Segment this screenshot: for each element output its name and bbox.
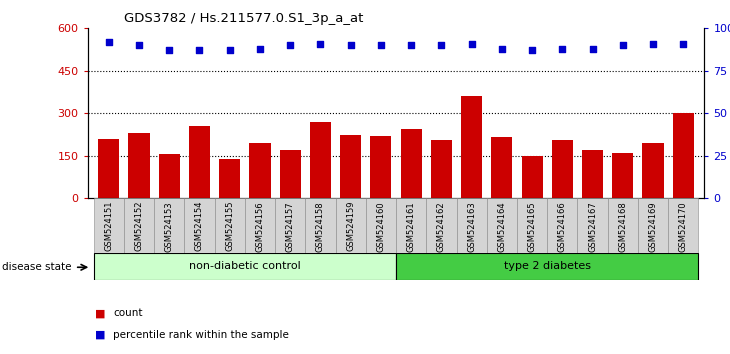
- FancyBboxPatch shape: [396, 253, 699, 280]
- Point: [648, 41, 659, 46]
- Bar: [310, 122, 331, 198]
- Point: [617, 42, 629, 48]
- FancyBboxPatch shape: [305, 198, 336, 253]
- Text: GSM524156: GSM524156: [255, 201, 264, 252]
- FancyBboxPatch shape: [185, 198, 215, 253]
- FancyBboxPatch shape: [245, 198, 275, 253]
- Text: GSM524153: GSM524153: [165, 201, 174, 252]
- Point: [164, 47, 175, 53]
- Text: GSM524157: GSM524157: [285, 201, 295, 252]
- FancyBboxPatch shape: [93, 198, 124, 253]
- Bar: [370, 136, 391, 198]
- Point: [405, 42, 417, 48]
- Text: ■: ■: [95, 308, 105, 318]
- Bar: [158, 154, 180, 198]
- Text: disease state: disease state: [2, 262, 72, 272]
- Point: [133, 42, 145, 48]
- FancyBboxPatch shape: [517, 198, 548, 253]
- Bar: [461, 96, 483, 198]
- Point: [254, 46, 266, 52]
- Point: [677, 41, 689, 46]
- Bar: [552, 140, 573, 198]
- FancyBboxPatch shape: [336, 198, 366, 253]
- Text: GSM524151: GSM524151: [104, 201, 113, 251]
- Text: GSM524152: GSM524152: [134, 201, 144, 251]
- FancyBboxPatch shape: [456, 198, 487, 253]
- Bar: [280, 150, 301, 198]
- FancyBboxPatch shape: [215, 198, 245, 253]
- Bar: [491, 137, 512, 198]
- Bar: [401, 129, 422, 198]
- Text: GSM524169: GSM524169: [648, 201, 658, 252]
- Point: [224, 47, 236, 53]
- Text: GDS3782 / Hs.211577.0.S1_3p_a_at: GDS3782 / Hs.211577.0.S1_3p_a_at: [124, 12, 364, 25]
- Text: GSM524159: GSM524159: [346, 201, 356, 251]
- Text: GSM524164: GSM524164: [497, 201, 507, 252]
- Bar: [128, 133, 150, 198]
- Bar: [673, 113, 694, 198]
- Text: non-diabetic control: non-diabetic control: [189, 261, 301, 272]
- FancyBboxPatch shape: [548, 198, 577, 253]
- FancyBboxPatch shape: [577, 198, 607, 253]
- FancyBboxPatch shape: [426, 198, 456, 253]
- Text: GSM524158: GSM524158: [316, 201, 325, 252]
- Text: GSM524160: GSM524160: [377, 201, 385, 252]
- Point: [556, 46, 568, 52]
- Text: GSM524163: GSM524163: [467, 201, 476, 252]
- FancyBboxPatch shape: [668, 198, 699, 253]
- Text: GSM524155: GSM524155: [226, 201, 234, 251]
- Text: count: count: [113, 308, 142, 318]
- Bar: [340, 135, 361, 198]
- FancyBboxPatch shape: [275, 198, 305, 253]
- Point: [103, 39, 115, 45]
- Bar: [219, 159, 240, 198]
- Bar: [189, 126, 210, 198]
- Point: [526, 47, 538, 53]
- FancyBboxPatch shape: [93, 253, 396, 280]
- FancyBboxPatch shape: [396, 198, 426, 253]
- Point: [466, 41, 477, 46]
- Bar: [642, 143, 664, 198]
- Text: GSM524154: GSM524154: [195, 201, 204, 251]
- Text: GSM524168: GSM524168: [618, 201, 627, 252]
- Text: GSM524167: GSM524167: [588, 201, 597, 252]
- FancyBboxPatch shape: [154, 198, 185, 253]
- Bar: [521, 156, 542, 198]
- Bar: [612, 153, 634, 198]
- FancyBboxPatch shape: [638, 198, 668, 253]
- Text: GSM524162: GSM524162: [437, 201, 446, 252]
- Bar: [431, 140, 452, 198]
- FancyBboxPatch shape: [487, 198, 517, 253]
- Text: GSM524170: GSM524170: [679, 201, 688, 252]
- Text: ■: ■: [95, 330, 105, 339]
- Bar: [582, 150, 603, 198]
- Point: [375, 42, 387, 48]
- Text: GSM524165: GSM524165: [528, 201, 537, 252]
- Point: [496, 46, 507, 52]
- Point: [285, 42, 296, 48]
- Bar: [98, 139, 119, 198]
- FancyBboxPatch shape: [607, 198, 638, 253]
- FancyBboxPatch shape: [124, 198, 154, 253]
- Bar: [250, 143, 271, 198]
- Point: [315, 41, 326, 46]
- FancyBboxPatch shape: [366, 198, 396, 253]
- Text: type 2 diabetes: type 2 diabetes: [504, 261, 591, 272]
- Text: GSM524166: GSM524166: [558, 201, 566, 252]
- Text: percentile rank within the sample: percentile rank within the sample: [113, 330, 289, 339]
- Point: [345, 42, 356, 48]
- Text: GSM524161: GSM524161: [407, 201, 415, 252]
- Point: [193, 47, 205, 53]
- Point: [587, 46, 599, 52]
- Point: [436, 42, 447, 48]
